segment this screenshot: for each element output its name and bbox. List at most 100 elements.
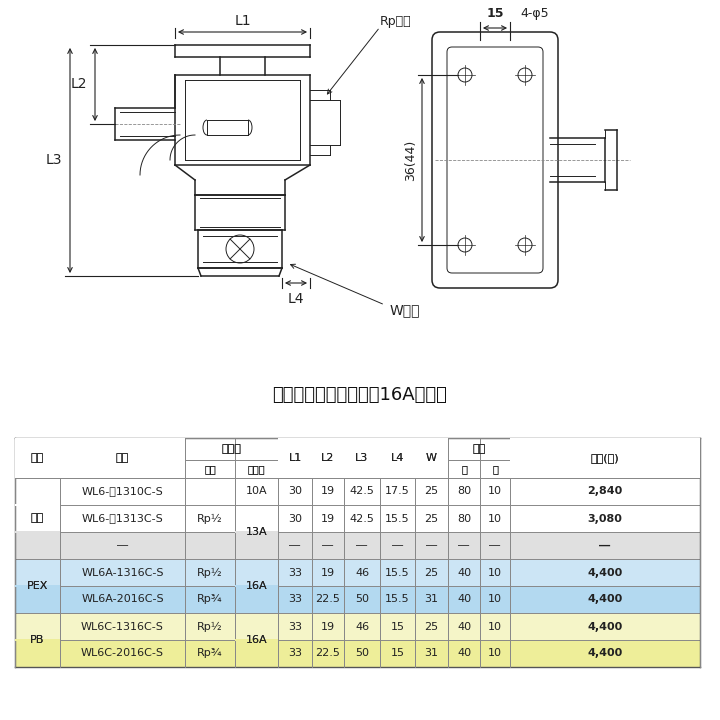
Text: Rp½: Rp½ <box>197 567 222 577</box>
Text: 42.5: 42.5 <box>350 513 374 523</box>
Text: 16A: 16A <box>246 581 267 591</box>
Text: 19: 19 <box>321 487 335 497</box>
Text: 4-φ5: 4-φ5 <box>520 7 549 20</box>
Text: 大: 大 <box>461 464 467 474</box>
Text: L2: L2 <box>71 78 87 91</box>
Text: Rp¾: Rp¾ <box>197 595 222 605</box>
Text: L1: L1 <box>234 14 251 28</box>
Bar <box>380 438 415 478</box>
Text: ―: ― <box>426 541 437 551</box>
Text: 30: 30 <box>288 487 302 497</box>
Text: 価格(円): 価格(円) <box>590 453 619 463</box>
Text: L3: L3 <box>356 453 369 463</box>
Text: 10A: 10A <box>246 487 267 497</box>
Text: 46: 46 <box>355 567 369 577</box>
Bar <box>15 505 700 532</box>
Text: L1: L1 <box>289 453 302 463</box>
Text: L4: L4 <box>288 292 305 306</box>
Text: 15: 15 <box>486 7 504 20</box>
Text: 品番: 品番 <box>116 453 129 463</box>
Text: 10: 10 <box>488 649 502 659</box>
Text: ―: ― <box>490 541 500 551</box>
Bar <box>15 640 700 667</box>
Text: 入数: 入数 <box>472 444 485 454</box>
Text: 4,400: 4,400 <box>588 621 623 631</box>
Text: 25: 25 <box>424 567 438 577</box>
Text: 80: 80 <box>457 513 471 523</box>
Text: Rp¾: Rp¾ <box>197 649 222 659</box>
Text: 共用: 共用 <box>31 513 44 523</box>
Bar <box>312 438 344 478</box>
Text: 15.5: 15.5 <box>385 513 410 523</box>
Text: ―: ― <box>600 541 611 551</box>
Text: 13A: 13A <box>246 527 267 537</box>
Text: 36(44): 36(44) <box>404 140 417 181</box>
Text: 25: 25 <box>424 513 438 523</box>
Text: W: W <box>426 453 437 463</box>
Text: Rp½: Rp½ <box>197 513 222 523</box>
Text: WL6A-1316C-S: WL6A-1316C-S <box>81 567 163 577</box>
Text: WL6C-1316C-S: WL6C-1316C-S <box>81 621 164 631</box>
Text: ―: ― <box>323 541 333 551</box>
Bar <box>15 639 60 641</box>
Text: 50: 50 <box>355 649 369 659</box>
Text: 25: 25 <box>424 487 438 497</box>
Text: 33: 33 <box>288 567 302 577</box>
Text: 22.5: 22.5 <box>315 649 341 659</box>
Text: ―: ― <box>392 541 403 551</box>
Text: L2: L2 <box>321 453 335 463</box>
Text: 樹脂管: 樹脂管 <box>248 464 265 474</box>
Text: 価格(円): 価格(円) <box>590 453 619 463</box>
Text: 19: 19 <box>321 621 335 631</box>
Text: 10: 10 <box>488 487 502 497</box>
Text: 40: 40 <box>457 595 471 605</box>
Text: 33: 33 <box>288 621 302 631</box>
Bar <box>415 438 448 478</box>
Bar <box>15 585 60 587</box>
Text: WL6A-2016C-S: WL6A-2016C-S <box>81 595 164 605</box>
Text: ―: ― <box>117 541 128 551</box>
Text: Rpねじ: Rpねじ <box>380 16 412 29</box>
Text: 80: 80 <box>457 487 471 497</box>
Text: 2,840: 2,840 <box>588 487 623 497</box>
Text: L4: L4 <box>391 453 404 463</box>
Text: 3,080: 3,080 <box>588 513 622 523</box>
Text: WL6-　1313C-S: WL6- 1313C-S <box>81 513 163 523</box>
Text: 31: 31 <box>425 649 438 659</box>
Text: 17.5: 17.5 <box>385 487 410 497</box>
Text: 10: 10 <box>488 567 502 577</box>
Text: 4,400: 4,400 <box>588 649 623 659</box>
Text: 42.5: 42.5 <box>350 487 374 497</box>
Text: 入数: 入数 <box>472 444 485 454</box>
Text: 共用: 共用 <box>31 513 44 523</box>
Text: W六角: W六角 <box>390 303 420 317</box>
Text: 30: 30 <box>288 513 302 523</box>
Bar <box>15 586 700 613</box>
Text: 品番: 品番 <box>116 453 129 463</box>
Text: 50: 50 <box>355 595 369 605</box>
Text: L4: L4 <box>391 453 404 463</box>
Text: 31: 31 <box>425 595 438 605</box>
Text: PEX: PEX <box>27 581 48 591</box>
Text: WL6C-2016C-S: WL6C-2016C-S <box>81 649 164 659</box>
Bar <box>15 478 700 505</box>
Text: 呼び径: 呼び径 <box>222 444 241 454</box>
Text: 大: 大 <box>461 464 467 474</box>
Text: 16A: 16A <box>246 581 267 591</box>
Text: PB: PB <box>30 635 45 645</box>
Text: 4,400: 4,400 <box>588 567 623 577</box>
Text: WL6-　1310C-S: WL6- 1310C-S <box>81 487 163 497</box>
Text: 4,400: 4,400 <box>588 595 623 605</box>
Text: ―: ― <box>356 541 368 551</box>
Text: 小: 小 <box>492 464 498 474</box>
Text: PB: PB <box>30 635 45 645</box>
Text: 16A: 16A <box>246 635 267 645</box>
Text: Rp½: Rp½ <box>197 621 222 631</box>
Bar <box>15 531 60 533</box>
Bar <box>15 559 700 586</box>
Bar <box>235 639 278 641</box>
Text: 10: 10 <box>488 513 502 523</box>
Text: L2: L2 <box>321 453 335 463</box>
Text: ねじ: ねじ <box>204 464 216 474</box>
Bar <box>15 532 700 559</box>
